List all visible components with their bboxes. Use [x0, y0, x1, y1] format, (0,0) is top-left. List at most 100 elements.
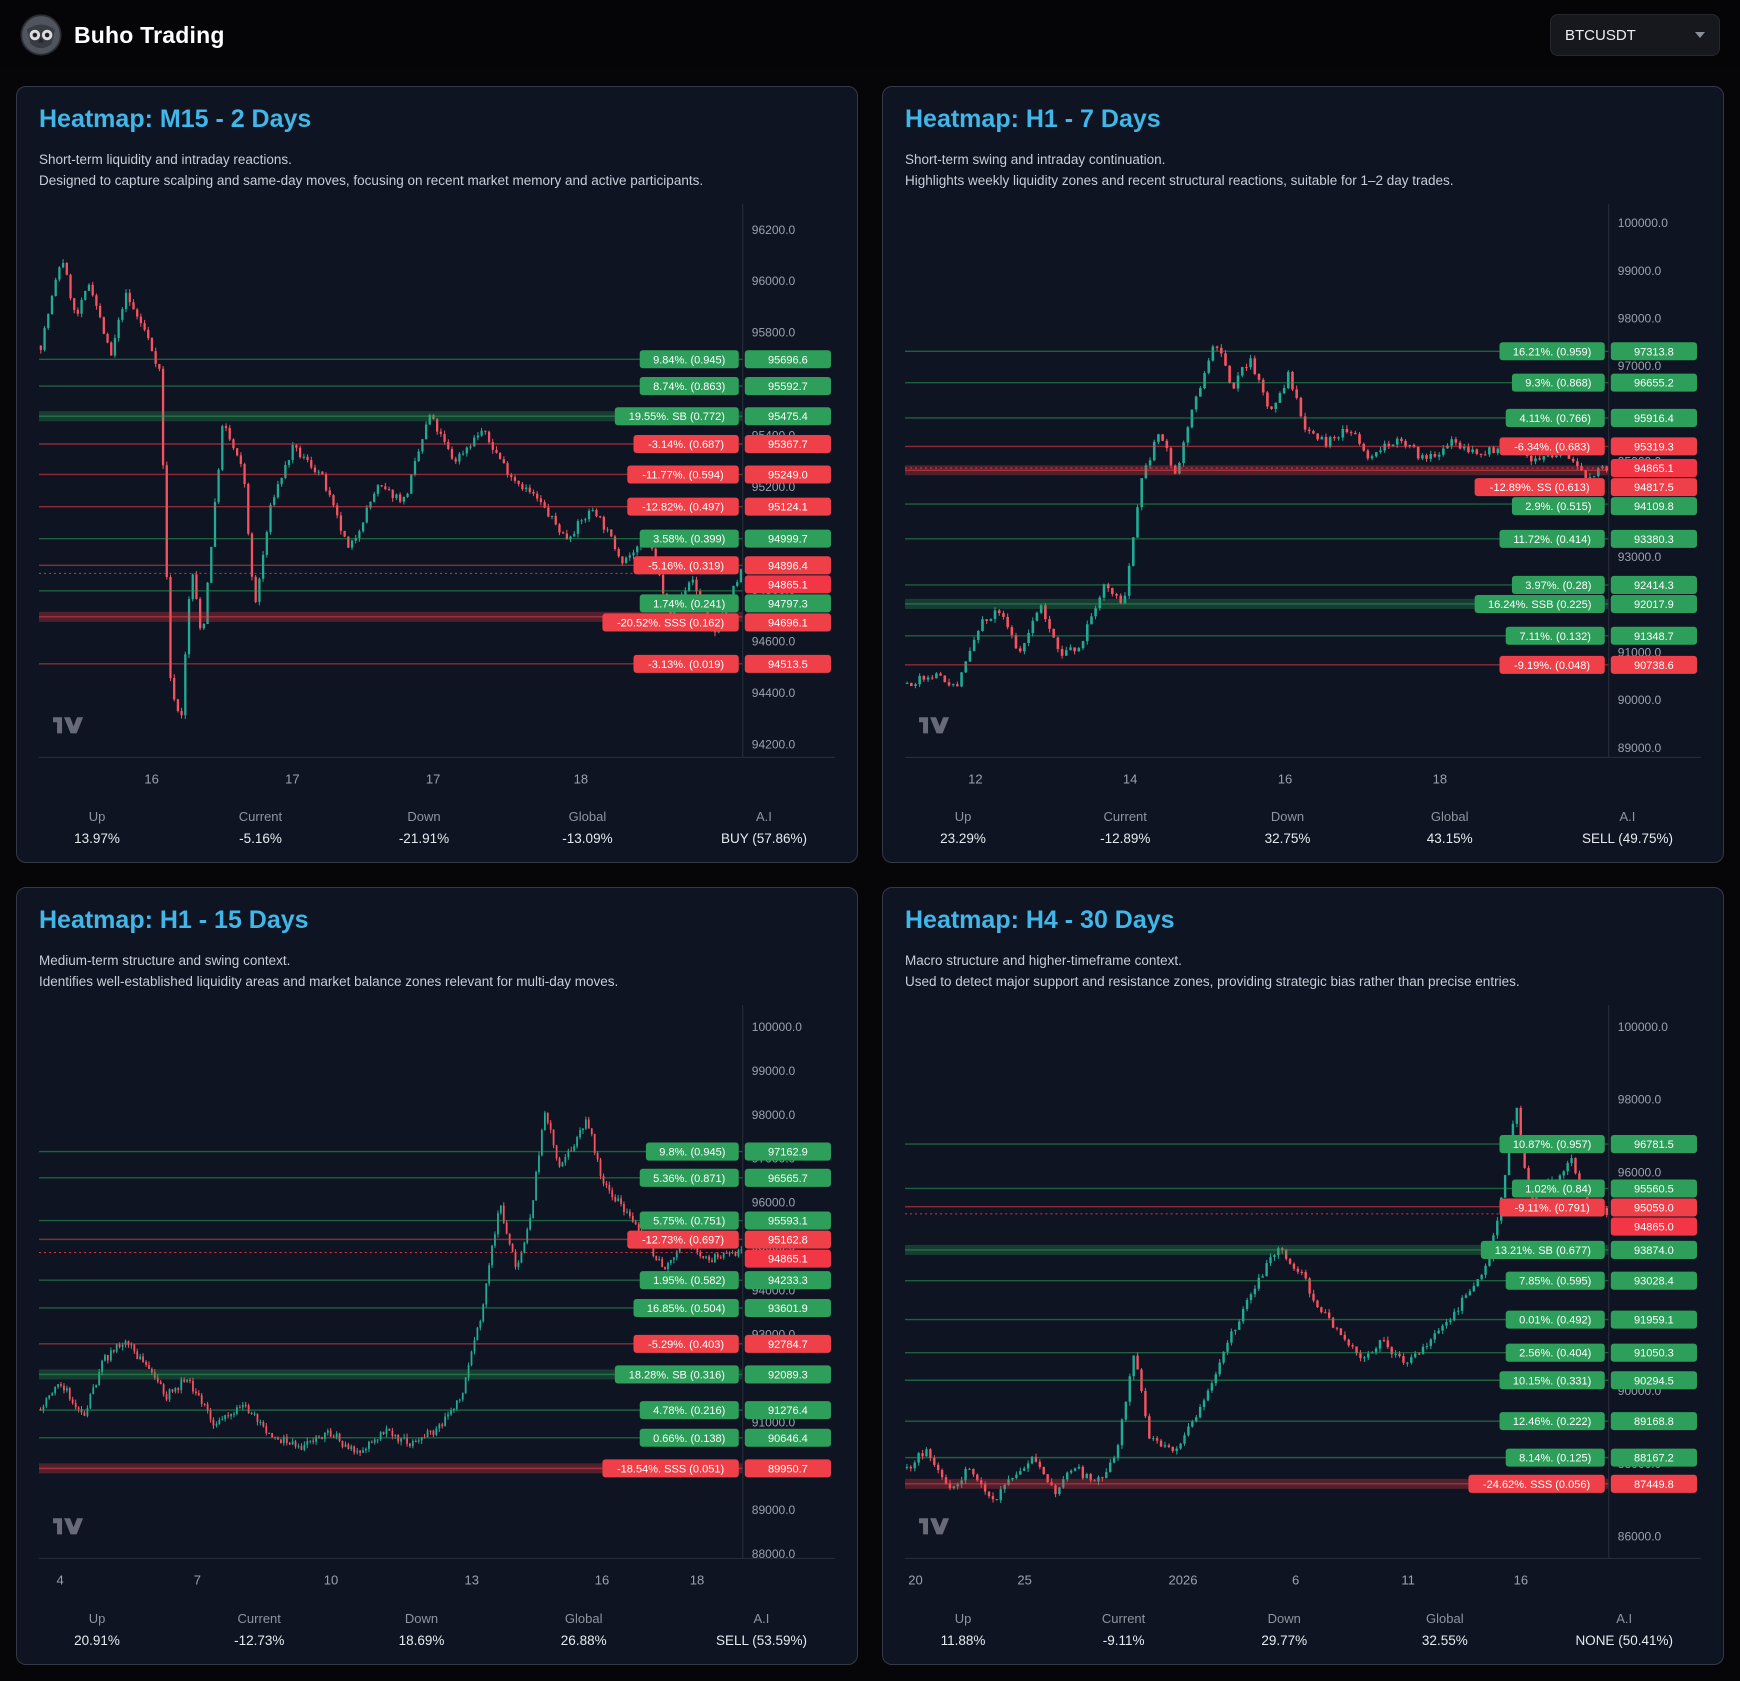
svg-text:1.74%. (0.241): 1.74%. (0.241) [653, 598, 725, 610]
svg-text:96000.0: 96000.0 [752, 274, 796, 288]
panel-description-line2: Designed to capture scalping and same-da… [39, 172, 704, 188]
svg-text:8.14%. (0.125): 8.14%. (0.125) [1519, 1453, 1591, 1465]
svg-text:94109.8: 94109.8 [1634, 501, 1674, 513]
svg-text:18: 18 [574, 771, 588, 786]
svg-text:4: 4 [57, 1573, 64, 1588]
svg-text:16.21%. (0.959): 16.21%. (0.959) [1513, 346, 1591, 358]
svg-text:87449.8: 87449.8 [1634, 1479, 1674, 1491]
svg-text:95059.0: 95059.0 [1634, 1203, 1674, 1215]
svg-text:7.11%. (0.132): 7.11%. (0.132) [1520, 631, 1591, 643]
panel-description-line2: Identifies well-established liquidity ar… [39, 974, 619, 990]
svg-text:-11.77%. (0.594): -11.77%. (0.594) [642, 469, 723, 481]
heatmap-panel-h1-7d: Heatmap: H1 - 7 Days Short-term swing an… [882, 86, 1724, 864]
candlestick-chart[interactable]: 100000.098000.096000.094000.092000.09000… [905, 1005, 1701, 1603]
svg-text:94696.1: 94696.1 [768, 617, 808, 629]
svg-text:97000.0: 97000.0 [1618, 359, 1662, 373]
svg-text:-9.19%. (0.048): -9.19%. (0.048) [1514, 660, 1590, 672]
panel-description-line1: Macro structure and higher-timeframe con… [905, 953, 1182, 969]
symbol-dropdown-value: BTCUSDT [1565, 26, 1636, 44]
svg-text:18: 18 [1433, 771, 1447, 786]
svg-text:17: 17 [426, 771, 440, 786]
candlestick-chart[interactable]: 100000.099000.098000.097000.096000.09500… [39, 1005, 835, 1603]
svg-text:93000.0: 93000.0 [1618, 550, 1662, 564]
svg-text:7.85%. (0.595): 7.85%. (0.595) [1519, 1276, 1591, 1288]
panel-title: Heatmap: H1 - 7 Days [905, 105, 1161, 133]
panel-title: Heatmap: M15 - 2 Days [39, 105, 312, 133]
heatmap-panel-h4-30d: Heatmap: H4 - 30 Days Macro structure an… [882, 887, 1724, 1665]
svg-text:6: 6 [1292, 1573, 1299, 1588]
stat-down: Down 29.77% [1261, 1610, 1308, 1648]
svg-text:98000.0: 98000.0 [1618, 1093, 1662, 1107]
svg-text:16.24%. SSB (0.225): 16.24%. SSB (0.225) [1488, 599, 1592, 611]
svg-text:90000.0: 90000.0 [1618, 693, 1662, 707]
candlestick-chart[interactable]: 96200.096000.095800.095600.095400.095200… [39, 203, 835, 802]
svg-text:90738.6: 90738.6 [1634, 660, 1674, 672]
svg-text:95319.3: 95319.3 [1634, 441, 1674, 453]
symbol-dropdown[interactable]: BTCUSDT [1550, 14, 1720, 56]
svg-text:96000.0: 96000.0 [1618, 1166, 1662, 1180]
svg-text:96565.7: 96565.7 [768, 1173, 808, 1185]
stat-up: Up 13.97% [74, 809, 120, 847]
owl-logo-icon [20, 14, 62, 56]
stat-global: Global 26.88% [560, 1610, 607, 1648]
svg-text:94865.0: 94865.0 [1634, 1222, 1674, 1234]
svg-text:12.46%. (0.222): 12.46%. (0.222) [1513, 1416, 1591, 1428]
svg-text:5.36%. (0.871): 5.36%. (0.871) [653, 1173, 725, 1185]
svg-text:98000.0: 98000.0 [752, 1108, 796, 1122]
svg-text:100000.0: 100000.0 [1618, 216, 1668, 230]
svg-text:99000.0: 99000.0 [752, 1064, 796, 1078]
svg-text:94513.5: 94513.5 [768, 659, 808, 671]
stat-up: Up 23.29% [940, 809, 986, 847]
svg-text:93874.0: 93874.0 [1634, 1245, 1674, 1257]
svg-text:95800.0: 95800.0 [752, 326, 796, 340]
svg-text:-3.13%. (0.019): -3.13%. (0.019) [648, 659, 724, 671]
svg-text:95162.8: 95162.8 [768, 1235, 808, 1247]
svg-text:16.85%. (0.504): 16.85%. (0.504) [647, 1303, 725, 1315]
candlestick-chart-container: 96200.096000.095800.095600.095400.095200… [39, 203, 835, 802]
svg-text:18.28%. SB (0.316): 18.28%. SB (0.316) [629, 1370, 725, 1382]
svg-text:96655.2: 96655.2 [1634, 378, 1674, 390]
svg-text:95560.5: 95560.5 [1634, 1184, 1674, 1196]
svg-text:2026: 2026 [1169, 1573, 1198, 1588]
svg-text:89168.8: 89168.8 [1634, 1416, 1674, 1428]
svg-text:91348.7: 91348.7 [1634, 631, 1674, 643]
chevron-down-icon [1695, 32, 1705, 38]
svg-text:0.66%. (0.138): 0.66%. (0.138) [653, 1433, 725, 1445]
svg-text:-24.62%. SSS (0.056): -24.62%. SSS (0.056) [1483, 1479, 1590, 1491]
svg-text:100000.0: 100000.0 [752, 1020, 802, 1034]
candlestick-chart[interactable]: 100000.099000.098000.097000.096000.09500… [905, 203, 1701, 802]
stat-current: Current -12.73% [234, 1610, 285, 1648]
stats-row: Up 11.88% Current -9.11% Down 29.77% Glo… [905, 1603, 1701, 1652]
app-title: Buho Trading [74, 21, 225, 48]
stat-current: Current -12.89% [1100, 809, 1151, 847]
svg-text:-3.14%. (0.687): -3.14%. (0.687) [648, 439, 724, 451]
svg-text:92414.3: 92414.3 [1634, 580, 1674, 592]
svg-text:94200.0: 94200.0 [752, 737, 796, 751]
svg-text:16: 16 [595, 1573, 609, 1588]
svg-text:88167.2: 88167.2 [1634, 1453, 1674, 1465]
svg-text:91959.1: 91959.1 [1634, 1315, 1674, 1327]
svg-text:11: 11 [1401, 1573, 1415, 1588]
svg-text:10: 10 [324, 1573, 338, 1588]
svg-text:17: 17 [285, 771, 299, 786]
stat-ai: A.I BUY (57.86%) [720, 809, 807, 847]
svg-text:2.56%. (0.404): 2.56%. (0.404) [1519, 1348, 1591, 1360]
svg-text:89950.7: 89950.7 [768, 1464, 808, 1476]
svg-text:10.87%. (0.957): 10.87%. (0.957) [1513, 1139, 1591, 1151]
svg-text:94865.1: 94865.1 [768, 579, 808, 591]
svg-text:16: 16 [144, 771, 158, 786]
svg-text:16: 16 [1514, 1573, 1528, 1588]
svg-text:99000.0: 99000.0 [1618, 264, 1662, 278]
heatmap-panel-h1-15d: Heatmap: H1 - 15 Days Medium-term struct… [16, 887, 858, 1665]
stat-global: Global -13.09% [562, 809, 613, 847]
stats-row: Up 13.97% Current -5.16% Down -21.91% Gl… [39, 801, 835, 850]
panel-description-line1: Medium-term structure and swing context. [39, 953, 291, 969]
stat-down: Down 18.69% [398, 1610, 445, 1648]
svg-text:95696.6: 95696.6 [768, 354, 808, 366]
svg-text:94797.3: 94797.3 [768, 598, 808, 610]
app-header: Buho Trading BTCUSDT [0, 0, 1740, 70]
svg-text:16: 16 [1278, 771, 1292, 786]
svg-text:0.01%. (0.492): 0.01%. (0.492) [1519, 1315, 1591, 1327]
stat-global: Global 43.15% [1426, 809, 1473, 847]
svg-text:93380.3: 93380.3 [1634, 534, 1674, 546]
